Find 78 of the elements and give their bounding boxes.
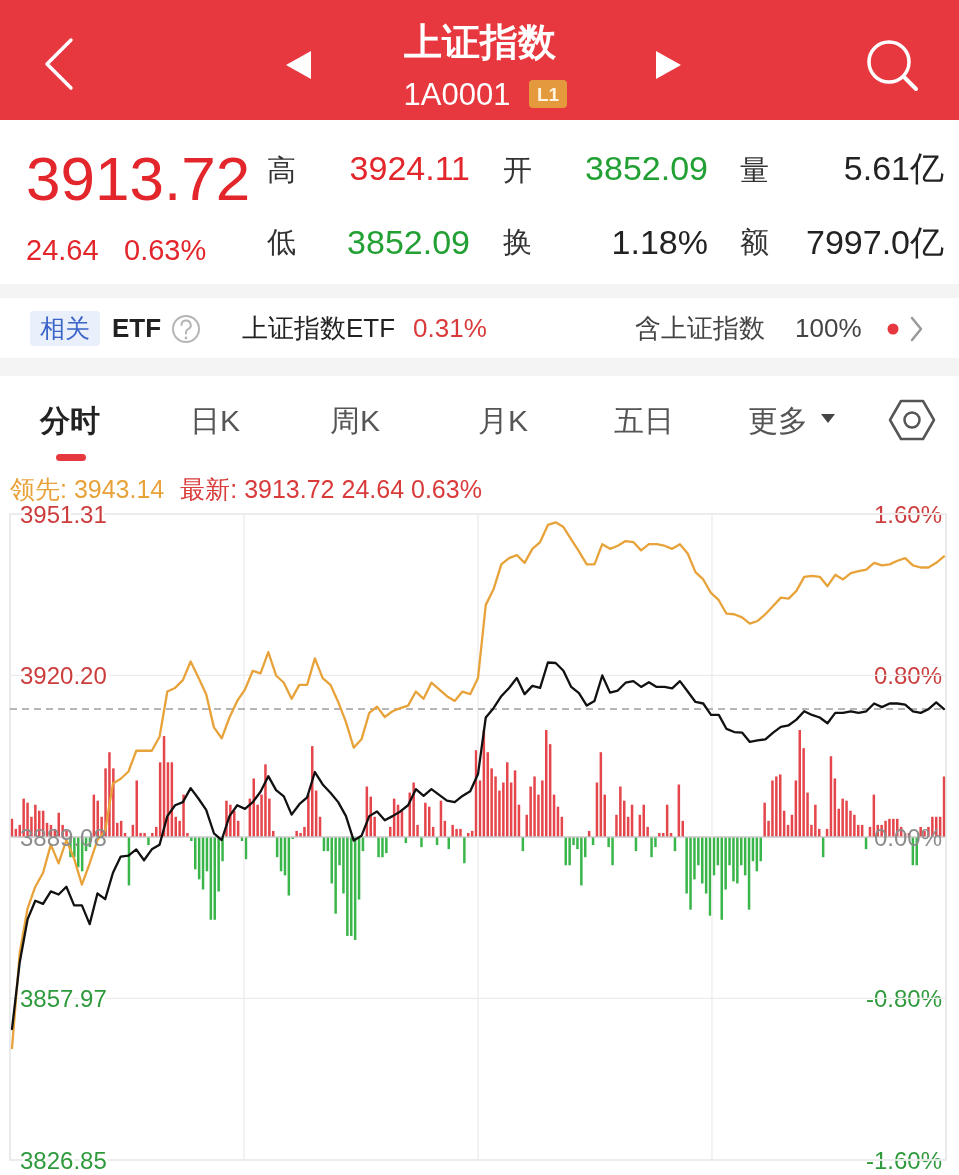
bar bbox=[334, 837, 337, 914]
y-tick-label: 3826.85 bbox=[20, 1146, 107, 1174]
bar bbox=[428, 806, 431, 837]
text: 月K bbox=[478, 403, 529, 437]
text: 3913.72 bbox=[26, 143, 251, 213]
text: 0.31% bbox=[413, 313, 487, 343]
text: 换 bbox=[503, 226, 532, 258]
bar bbox=[455, 828, 458, 837]
text: ETF bbox=[112, 313, 162, 343]
bar bbox=[424, 802, 427, 837]
text: 3852.09 bbox=[585, 149, 708, 187]
text: 更多 bbox=[748, 403, 808, 437]
bar bbox=[346, 837, 349, 936]
bar bbox=[763, 802, 766, 837]
bar bbox=[771, 780, 774, 838]
text: 低 bbox=[267, 226, 296, 258]
y-tick-label: -1.60% bbox=[865, 1146, 942, 1174]
bar bbox=[775, 776, 778, 837]
y-tick-label: 3920.20 bbox=[20, 661, 107, 689]
y-tick-label: 1.60% bbox=[873, 500, 942, 528]
bar bbox=[619, 786, 622, 837]
text: 高 bbox=[267, 154, 296, 186]
text: 相关 bbox=[40, 314, 90, 342]
text: 额 bbox=[740, 226, 769, 258]
text: 周K bbox=[330, 403, 381, 437]
bar bbox=[845, 800, 848, 837]
bar bbox=[143, 832, 146, 837]
bar bbox=[853, 814, 856, 837]
text: 开 bbox=[503, 154, 532, 186]
text: 3852.09 bbox=[347, 223, 470, 261]
bar bbox=[650, 837, 653, 858]
text: L1 bbox=[536, 83, 560, 105]
bar bbox=[377, 837, 380, 858]
bar bbox=[385, 837, 388, 854]
bar bbox=[459, 828, 462, 837]
text: 量 bbox=[740, 154, 769, 186]
text: 24.64 bbox=[26, 234, 99, 266]
text: 最新: 3913.72 24.64 0.63% bbox=[180, 475, 482, 503]
y-tick-label: 3857.97 bbox=[20, 984, 107, 1012]
bar bbox=[463, 837, 466, 864]
bar bbox=[580, 837, 583, 886]
line-series bbox=[10, 521, 946, 1050]
bar bbox=[147, 837, 150, 846]
bar bbox=[689, 837, 692, 910]
bar bbox=[420, 837, 423, 848]
text: 上证指数ETF bbox=[242, 313, 396, 343]
bar bbox=[841, 798, 844, 837]
text: 1.18% bbox=[611, 223, 708, 261]
text: 100% bbox=[795, 313, 862, 343]
bar bbox=[295, 830, 298, 837]
text: 五日 bbox=[614, 403, 674, 437]
bar bbox=[732, 837, 735, 882]
bar bbox=[568, 837, 571, 866]
text: 5.61亿 bbox=[843, 149, 944, 187]
text: 0.63% bbox=[124, 234, 207, 266]
text: 1A0001 bbox=[403, 76, 511, 112]
bar bbox=[611, 837, 614, 866]
text: 分时 bbox=[39, 403, 100, 437]
text: 领先: 3943.14 bbox=[10, 475, 165, 503]
bar bbox=[814, 804, 817, 837]
text: 3924.11 bbox=[349, 149, 470, 187]
bar bbox=[658, 832, 661, 837]
text: 日K bbox=[190, 403, 241, 437]
bar bbox=[311, 746, 314, 837]
bar bbox=[467, 832, 470, 837]
bar bbox=[779, 774, 782, 837]
bar bbox=[381, 837, 384, 858]
line-series bbox=[10, 661, 946, 1031]
bar bbox=[451, 824, 454, 837]
text: 含上证指数 bbox=[635, 313, 765, 343]
bar bbox=[506, 762, 509, 837]
bar bbox=[264, 764, 267, 837]
bar bbox=[736, 837, 739, 884]
bar bbox=[350, 837, 353, 936]
text: 7997.0亿 bbox=[806, 223, 944, 261]
bar bbox=[545, 730, 548, 837]
text: 上证指数 bbox=[404, 21, 557, 63]
bar bbox=[533, 776, 536, 837]
